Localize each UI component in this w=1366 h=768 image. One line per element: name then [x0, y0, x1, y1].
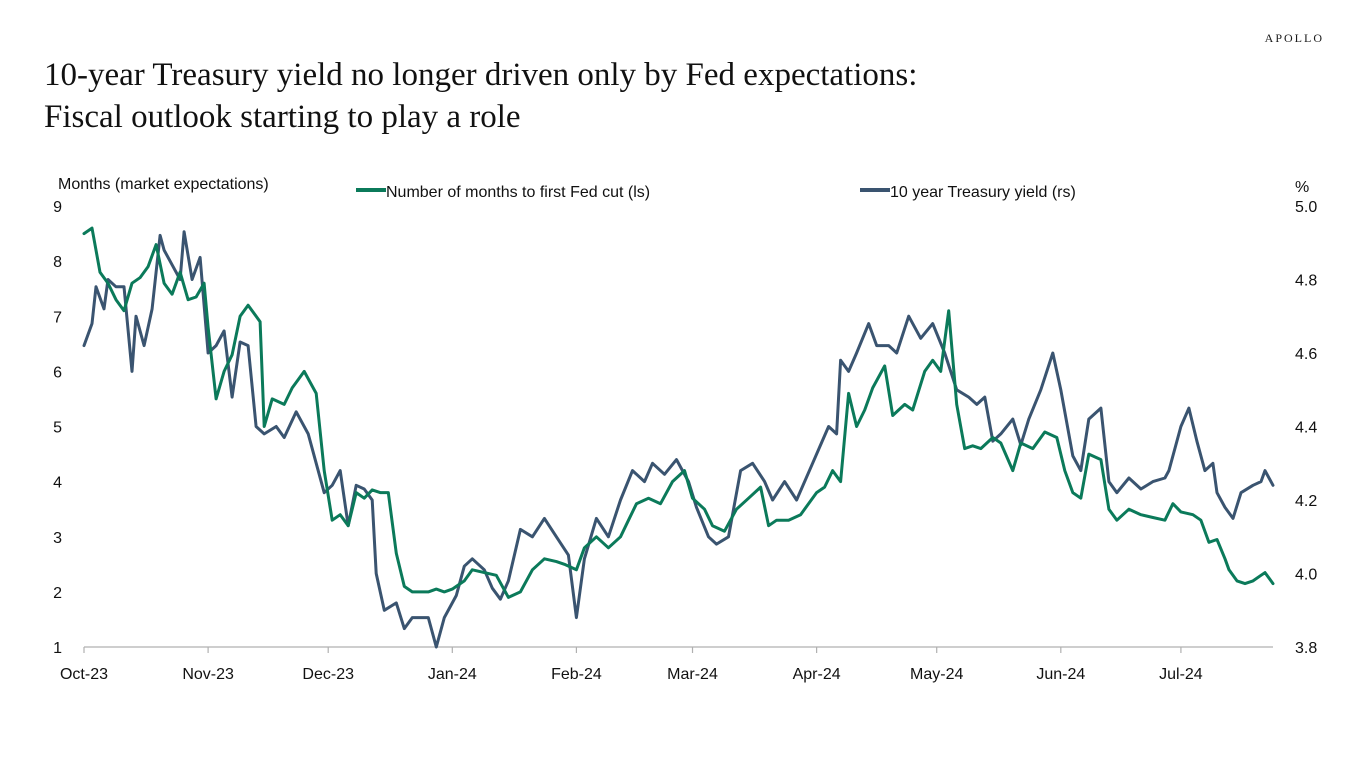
right-tick-label: 4.0 — [1295, 567, 1317, 584]
right-axis-label: % — [1295, 179, 1309, 196]
legend-fed-cut: Number of months to first Fed cut (ls) — [356, 184, 650, 201]
x-axis-ticks: Oct-23 Nov-23 Dec-23 Jan-24 Feb-24 Mar-24 Apr-… — [60, 647, 1203, 683]
left-tick-label: 9 — [53, 199, 62, 216]
chart-title-line-2: Fiscal outlook starting to play a role — [44, 99, 521, 135]
right-axis-ticks: 3.8 4.0 4.2 4.4 4.6 4.8 5.0 — [1295, 199, 1317, 657]
fed-cut-months-line — [82, 226, 1275, 599]
x-tick-label: May-24 — [910, 666, 963, 683]
right-tick-label: 4.4 — [1295, 420, 1317, 437]
left-tick-label: 1 — [53, 640, 62, 657]
right-tick-label: 4.6 — [1295, 346, 1317, 363]
legend-treasury: 10 year Treasury yield (rs) — [860, 184, 1076, 201]
left-tick-label: 4 — [53, 475, 62, 492]
x-tick-label: Nov-23 — [182, 666, 234, 683]
chart-legend: Number of months to first Fed cut (ls) 10… — [356, 184, 1076, 201]
left-tick-label: 7 — [53, 309, 62, 326]
treasury-yield-line — [82, 230, 1275, 649]
chart-title-line-1: 10-year Treasury yield no longer driven … — [44, 57, 918, 93]
x-tick-label: Mar-24 — [667, 666, 718, 683]
right-tick-label: 4.8 — [1295, 273, 1317, 290]
left-axis-label: Months (market expectations) — [58, 176, 269, 193]
x-tick-label: Jun-24 — [1036, 666, 1085, 683]
x-tick-label: Feb-24 — [551, 666, 602, 683]
left-tick-label: 5 — [53, 420, 62, 437]
left-tick-label: 3 — [53, 530, 62, 547]
right-tick-label: 4.2 — [1295, 493, 1317, 510]
left-tick-label: 8 — [53, 254, 62, 271]
right-tick-label: 3.8 — [1295, 640, 1317, 657]
x-tick-label: Jan-24 — [428, 666, 477, 683]
x-tick-label: Jul-24 — [1159, 666, 1203, 683]
x-tick-label: Oct-23 — [60, 666, 108, 683]
x-tick-label: Apr-24 — [793, 666, 841, 683]
chart-series — [82, 226, 1275, 649]
x-tick-label: Dec-23 — [302, 666, 354, 683]
apollo-logo: APOLLO — [1264, 31, 1324, 45]
legend-label: 10 year Treasury yield (rs) — [890, 184, 1076, 201]
chart-title: 10-year Treasury yield no longer driven … — [44, 54, 917, 138]
left-tick-label: 2 — [53, 585, 62, 602]
legend-label: Number of months to first Fed cut (ls) — [386, 184, 650, 201]
left-tick-label: 6 — [53, 364, 62, 381]
right-tick-label: 5.0 — [1295, 199, 1317, 216]
left-axis-ticks: 1 2 3 4 5 6 7 8 9 — [53, 199, 62, 657]
